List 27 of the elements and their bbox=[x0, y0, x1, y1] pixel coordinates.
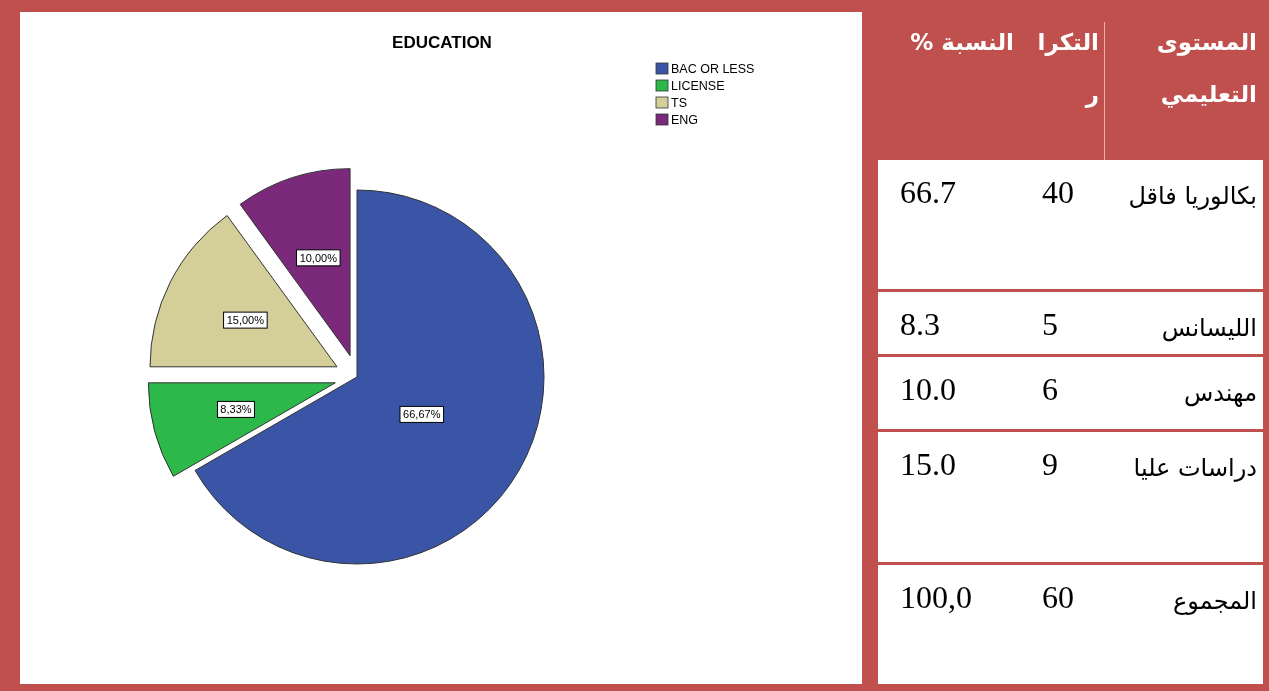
text: 6 bbox=[1042, 371, 1058, 407]
data-label: 8,33% bbox=[220, 403, 252, 416]
category-label: النسبة % bbox=[909, 28, 1014, 57]
legend-label: ENG bbox=[671, 113, 699, 127]
text: 15.0 bbox=[900, 446, 956, 482]
text: 100,0 bbox=[900, 579, 972, 615]
text: 40 bbox=[1042, 174, 1074, 210]
text: 8.3 bbox=[900, 306, 940, 342]
chart-title: EDUCATION bbox=[392, 33, 492, 52]
text: 9 bbox=[1042, 446, 1058, 482]
category-label: المجموع bbox=[1173, 587, 1257, 615]
category-label: الليسانس bbox=[1161, 314, 1257, 342]
category-label: دراسات عليا bbox=[1133, 454, 1257, 482]
legend-label: LICENSE bbox=[671, 79, 725, 93]
text: 5 bbox=[1042, 306, 1058, 342]
text: 10.0 bbox=[900, 371, 956, 407]
data-label: 10,00% bbox=[299, 251, 338, 264]
text: 60 bbox=[1042, 579, 1074, 615]
category-label: بكالوريا فاقل bbox=[1128, 182, 1257, 210]
legend-label: BAC OR LESS bbox=[671, 62, 755, 76]
category-label: مهندس bbox=[1183, 379, 1257, 407]
legend-label: TS bbox=[671, 96, 687, 110]
category-label: المستوى التعليمي bbox=[1155, 28, 1257, 110]
data-label: 66,67% bbox=[403, 408, 441, 421]
text: 66.7 bbox=[900, 174, 956, 210]
category-label: التكرار bbox=[1036, 28, 1099, 110]
data-label: 15,00% bbox=[226, 314, 265, 327]
